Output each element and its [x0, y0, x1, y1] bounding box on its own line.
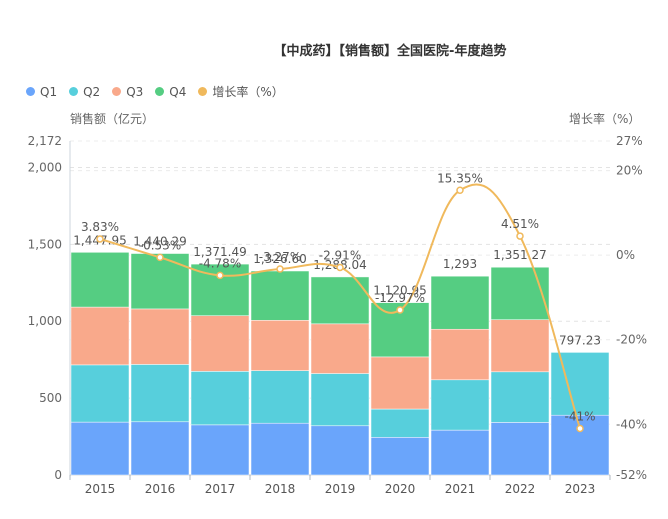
- x-tick-label: 2017: [205, 482, 236, 496]
- legend-label: Q3: [126, 84, 144, 99]
- growth-rate-point: [336, 263, 344, 272]
- bar-total-label: 1,326.60: [253, 252, 306, 266]
- chart-title: 【中成药】【销售额】全国医院-年度趋势: [273, 44, 507, 59]
- bar-q3: [370, 356, 430, 410]
- growth-rate-point: [156, 253, 164, 262]
- bar-q3: [310, 323, 370, 374]
- bar-q3: [190, 315, 250, 372]
- bar-q3: [250, 320, 310, 371]
- growth-rate-label: -2.91%: [319, 248, 361, 262]
- legend-marker-q4: [155, 87, 165, 96]
- legend-item-q3[interactable]: Q3: [112, 83, 143, 100]
- bar-q2: [70, 364, 130, 423]
- legend-label: Q2: [83, 84, 101, 99]
- bar-q3: [430, 328, 490, 381]
- bar-q2: [190, 371, 250, 426]
- bar-q2: [250, 370, 310, 424]
- y-axis-left-title: 销售额（亿元）: [70, 112, 155, 126]
- y-tick-label: 500: [39, 391, 62, 405]
- x-tick-label: 2018: [265, 482, 296, 496]
- bar-q1: [310, 425, 370, 476]
- growth-rate-point: [516, 232, 524, 240]
- bar-q1: [490, 422, 550, 476]
- bar-total-label: 1,351.27: [493, 248, 546, 262]
- x-tick-label: 2020: [385, 482, 416, 496]
- bar-q2: [130, 364, 190, 423]
- x-tick-label: 2019: [325, 482, 356, 496]
- legend-item-q2[interactable]: Q2: [69, 83, 100, 100]
- y-right-tick-label: -20%: [616, 333, 647, 347]
- legend-marker-q1: [26, 87, 35, 96]
- bar-q1: [370, 437, 430, 476]
- legend-item-growth[interactable]: 增长率（%）: [198, 83, 284, 100]
- bar-q1: [130, 421, 190, 476]
- y-tick-label: 2,172: [28, 134, 62, 148]
- growth-rate-label: 3.83%: [81, 220, 119, 234]
- bar-q4: [250, 270, 310, 321]
- bar-q3: [490, 319, 550, 373]
- bar-q2: [550, 352, 610, 416]
- y-right-tick-label: 0%: [616, 248, 635, 262]
- bar-total-label: 1,440.29: [133, 235, 186, 249]
- bar-total-label: 1,293: [443, 257, 477, 271]
- growth-rate-point: [396, 306, 404, 314]
- growth-rate-label: -3.27%: [259, 250, 301, 264]
- y-tick-label: 2,000: [28, 160, 62, 174]
- y-tick-label: 1,000: [28, 314, 62, 328]
- bar-total-label: 1,371.49: [193, 245, 246, 259]
- y-right-tick-label: -52%: [616, 468, 647, 482]
- growth-rate-label: 15.35%: [437, 171, 483, 185]
- bar-q1: [190, 424, 250, 476]
- bar-q4: [130, 253, 190, 310]
- growth-rate-point: [576, 424, 584, 433]
- legend: Q1 Q2 Q3 Q4 增长率（%）: [26, 83, 284, 100]
- y-right-tick-label: 27%: [616, 134, 643, 148]
- growth-rate-label: -0.53%: [139, 238, 181, 252]
- growth-rate-point: [456, 186, 464, 195]
- growth-rate-point: [276, 265, 284, 273]
- bar-q2: [310, 373, 370, 427]
- legend-item-q4[interactable]: Q4: [155, 83, 186, 100]
- y-tick-label: 1,500: [28, 237, 62, 251]
- y-axis-right-title: 增长率（%）: [569, 112, 641, 126]
- bar-q2: [490, 371, 550, 423]
- legend-label: 增长率（%）: [212, 85, 284, 99]
- x-tick-label: 2016: [145, 482, 176, 496]
- bar-q4: [490, 266, 550, 320]
- x-tick-label: 2023: [565, 482, 596, 496]
- legend-marker-growth: [198, 87, 208, 96]
- legend-label: Q4: [169, 84, 187, 99]
- legend-marker-q3: [112, 87, 122, 96]
- growth-rate-label: 4.51%: [501, 217, 539, 231]
- legend-label: Q1: [40, 84, 58, 99]
- legend-marker-q2: [69, 87, 79, 96]
- bar-q2: [370, 408, 430, 438]
- bar-q3: [70, 306, 130, 366]
- y-right-tick-label: -40%: [616, 417, 647, 431]
- y-tick-label: 0: [54, 468, 62, 482]
- growth-rate-point: [216, 271, 224, 280]
- bar-q4: [430, 275, 490, 330]
- growth-rate-label: -12.97%: [375, 291, 425, 305]
- x-tick-label: 2021: [445, 482, 476, 496]
- bar-q1: [250, 422, 310, 476]
- bar-total-label: 797.23: [559, 333, 601, 347]
- bar-q1: [70, 421, 130, 476]
- growth-rate-label: -4.78%: [199, 256, 241, 270]
- bar-q2: [430, 379, 490, 431]
- y-right-tick-label: 20%: [616, 164, 643, 178]
- growth-rate-label: -41%: [564, 409, 595, 423]
- legend-item-q1[interactable]: Q1: [26, 83, 57, 100]
- growth-rate-point: [96, 235, 104, 243]
- bar-q1: [550, 414, 610, 476]
- x-tick-label: 2015: [85, 482, 116, 496]
- bar-q3: [130, 308, 190, 365]
- bar-q1: [430, 429, 490, 476]
- x-tick-label: 2022: [505, 482, 536, 496]
- bar-q4: [70, 252, 130, 308]
